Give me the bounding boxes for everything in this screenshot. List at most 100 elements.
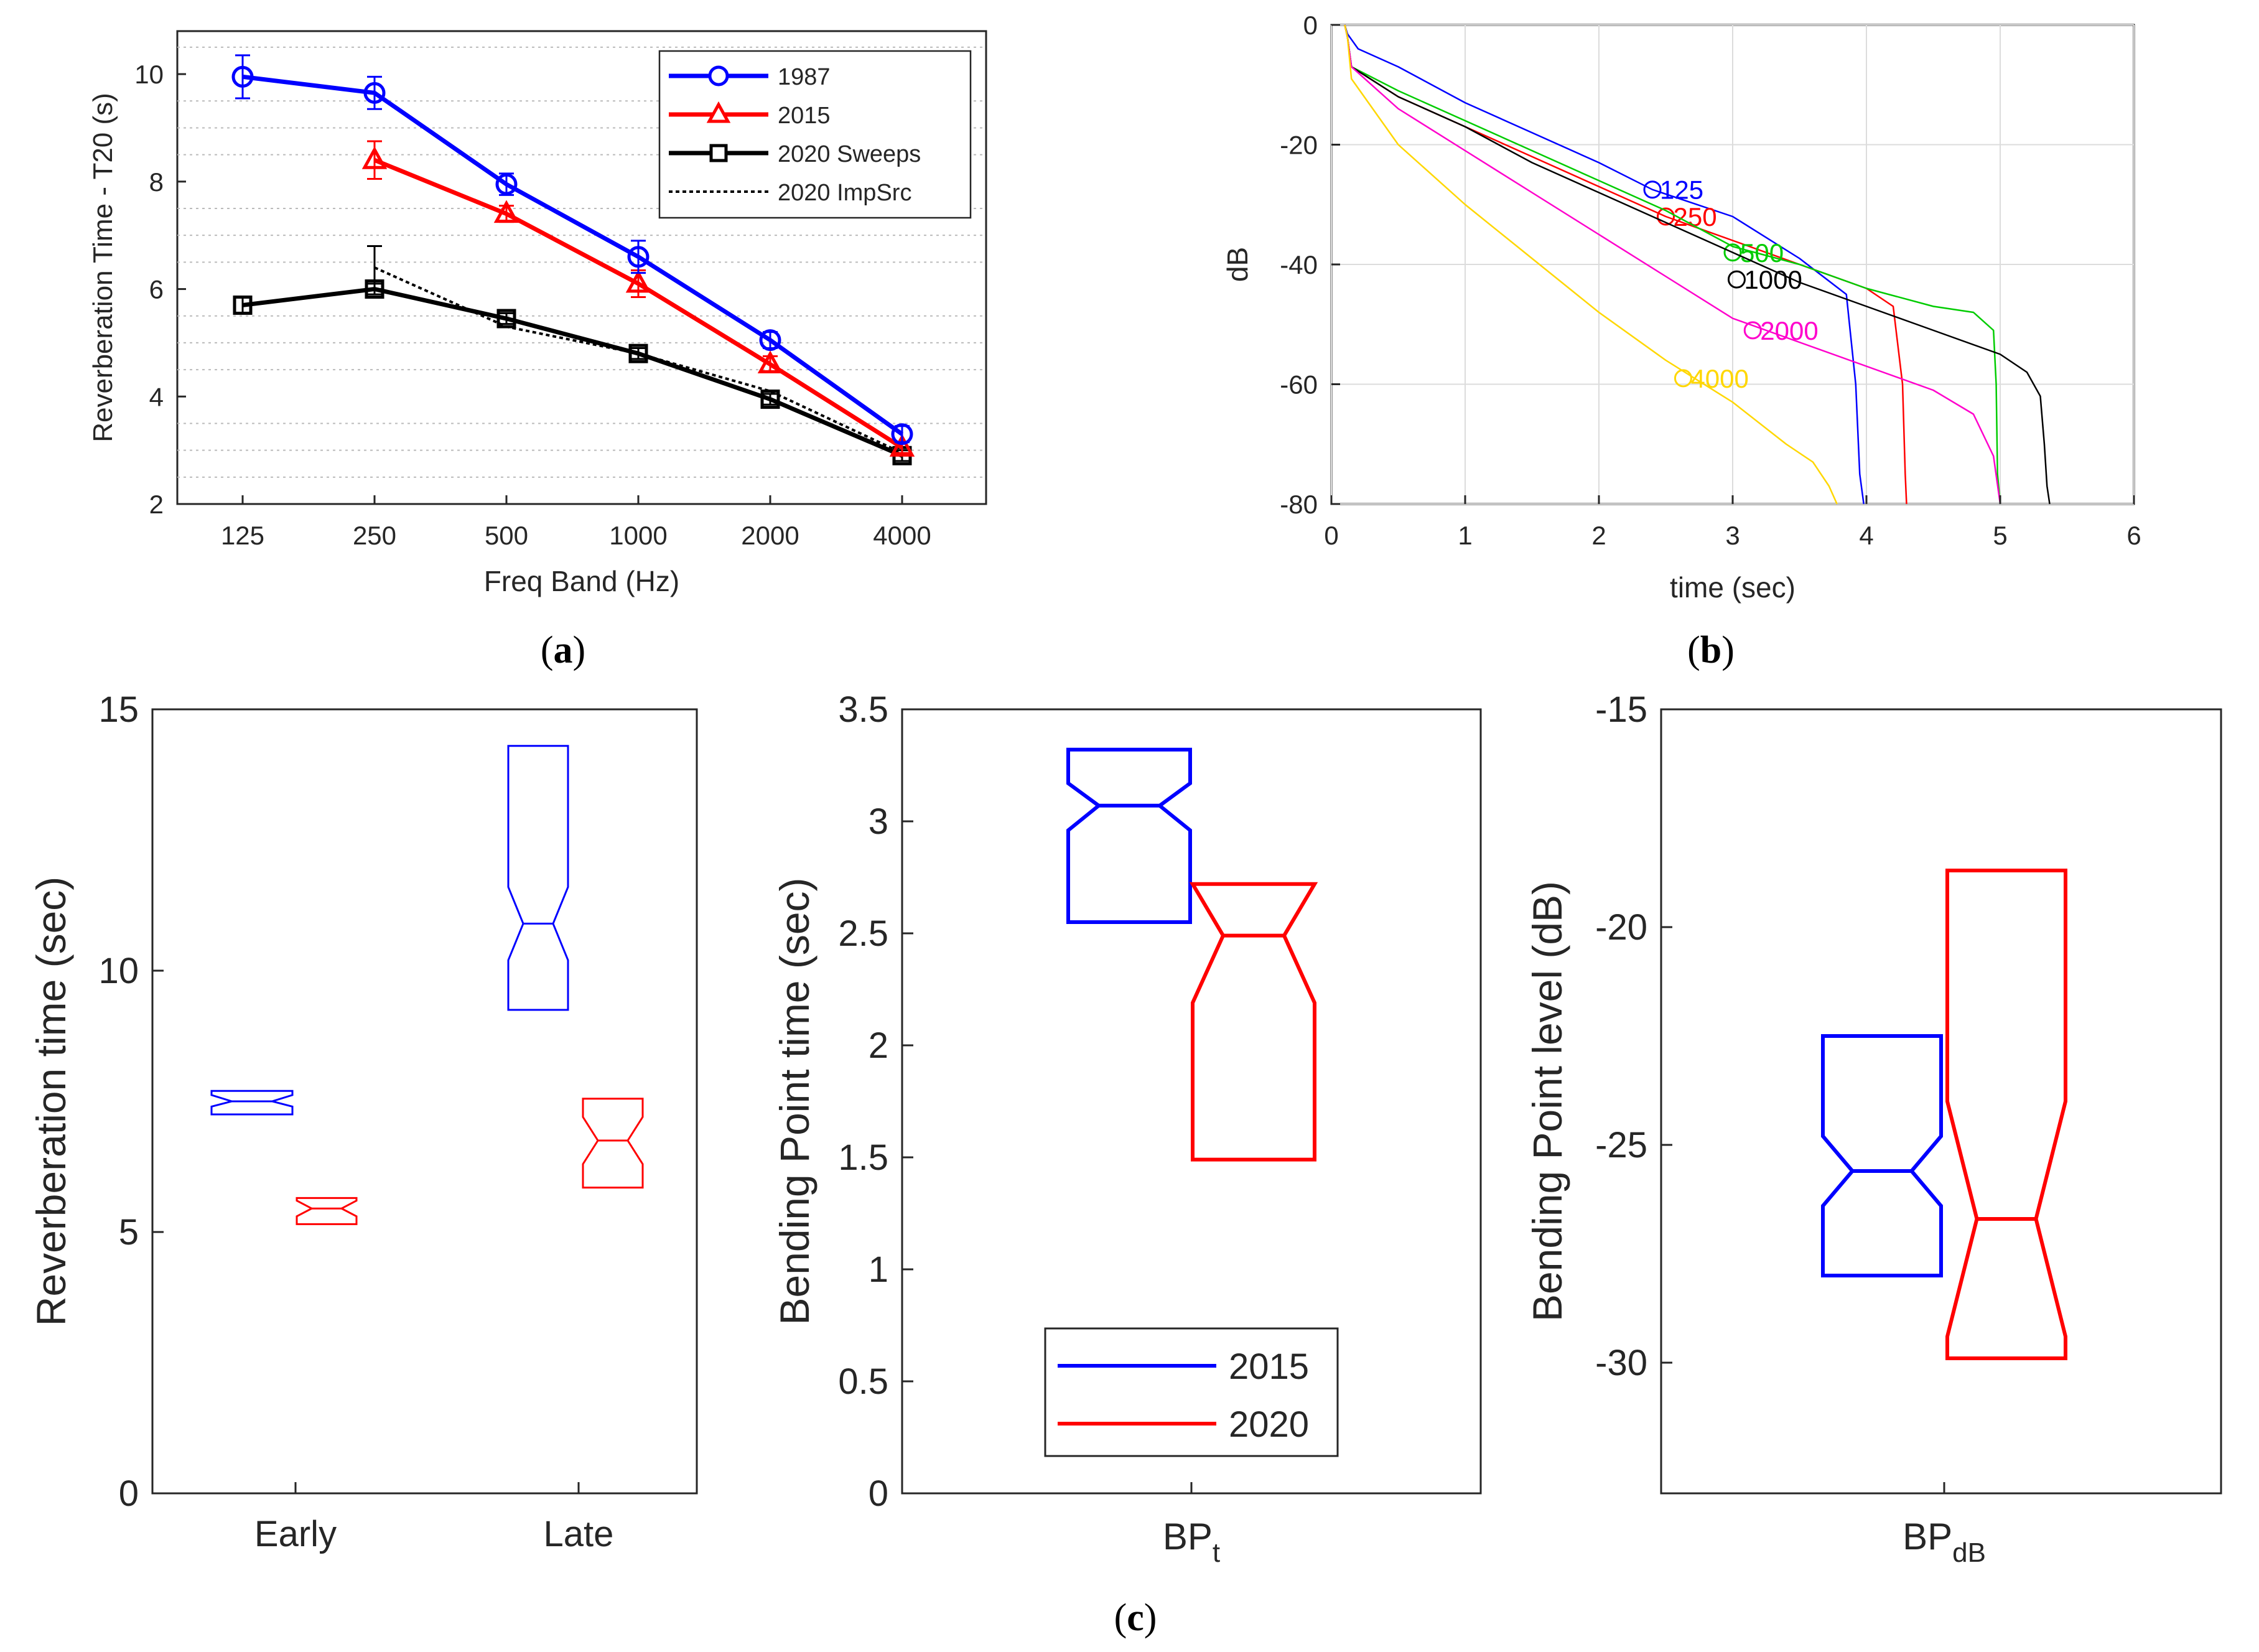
panel-c1-y-axis-label: Reverberation time (sec) — [28, 877, 74, 1327]
panel-c1-box-2020-late — [582, 1098, 644, 1189]
panel-a-x-tick-label: 250 — [353, 521, 396, 550]
panel-c3-ticks: -30 -25 -20 -15 — [1595, 689, 1945, 1493]
panel-a-marker-circle — [759, 329, 781, 352]
panel-a-x-tick-label: 4000 — [873, 521, 931, 550]
panel-a-y-tick-label: 8 — [149, 167, 164, 197]
panel-a-marker-circle — [231, 65, 254, 88]
panel-b-series-label: 2000 — [1760, 316, 1818, 345]
box-outline — [1821, 1034, 1943, 1277]
panel-a-x-tick-label: 125 — [221, 521, 264, 550]
panel-c1-box-2015-late — [507, 745, 569, 1011]
panel-a-marker-triangle — [493, 200, 519, 223]
panel-c2-y-axis-label: Bending Point time (sec) — [771, 877, 817, 1325]
panel-a-marker-triangle — [361, 146, 388, 169]
panel-b-marker — [1723, 243, 1742, 262]
panel-c2-boxes — [1066, 747, 1318, 1162]
panel-c3-boxes — [1821, 869, 2067, 1360]
box-outline — [1066, 747, 1192, 924]
panel-a-marker-circle — [627, 246, 650, 268]
panel-c3-box-2015 — [1821, 1034, 1943, 1277]
panel-c2-y-tick-label: 0.5 — [838, 1361, 888, 1402]
panel-b-decay-line — [1344, 24, 2051, 505]
panel-c2-y-tick-label: 2 — [869, 1025, 888, 1066]
panel-a-marker-circle — [891, 423, 913, 446]
panel-a-x-axis-label: Freq Band (Hz) — [484, 565, 679, 597]
panel-c2-x-label-subscript: t — [1213, 1538, 1220, 1568]
panel-b-x-tick-label: 2 — [1591, 521, 1606, 550]
panel-b-decay-line — [1344, 24, 2001, 505]
panel-a-marker-triangle — [625, 269, 651, 293]
panel-c3-box-2020 — [1945, 869, 2067, 1360]
panel-b-ticks: 0 1 2 3 4 5 6 0 -20 -40 -60 -80 — [1280, 11, 2141, 550]
panel-a-y-axis-label: Reverberation Time - T20 (s) — [88, 93, 118, 442]
panel-c2-box-2020 — [1189, 882, 1318, 1162]
panel-c2-y-tick-label: 0 — [869, 1473, 888, 1514]
panel-a-marker-circle — [363, 82, 386, 104]
panel-c2-x-axis-label: BPt — [1163, 1516, 1220, 1568]
panel-c2-y-tick-label: 3.5 — [838, 689, 888, 730]
panel-b-series-1000: 1000 — [1344, 24, 2051, 505]
panel-b-decay-line — [1344, 24, 2001, 505]
panel-c1-boxes — [210, 745, 644, 1225]
panel-c1-y-tick-label: 5 — [119, 1212, 139, 1253]
panel-a-legend-marker — [706, 101, 731, 123]
panel-a-line-chart: 2 4 6 8 10 125 250 500 1000 2000 4000 Freq Band (H… — [88, 30, 987, 597]
panel-a-marker-square — [760, 390, 780, 409]
panel-c1-y-tick-label: 0 — [119, 1473, 139, 1514]
panel-b-series-2000: 2000 — [1344, 24, 2001, 505]
panel-b-x-tick-label: 0 — [1324, 521, 1338, 550]
box-outline — [296, 1197, 358, 1225]
panel-c1-box-2015-early — [210, 1090, 294, 1116]
panel-c2-y-tick-label: 1.5 — [838, 1137, 888, 1178]
panel-c2-legend-label: 2015 — [1229, 1346, 1309, 1387]
panel-a-series — [231, 54, 915, 465]
caption-a-letter: a — [554, 629, 573, 671]
panel-c1-x-tick-label: Late — [544, 1514, 614, 1554]
panel-b-series-label: 500 — [1740, 238, 1784, 268]
panel-c1-box-chart: 0 5 10 15 Early Late Reverberation time (sec) — [28, 689, 698, 1554]
panel-b-y-tick-label: -80 — [1280, 490, 1318, 519]
panel-a-legend-marker — [708, 65, 729, 86]
caption-c-letter: c — [1127, 1597, 1144, 1639]
panel-a-ticks: 2 4 6 8 10 125 250 500 1000 2000 4000 — [134, 60, 931, 550]
caption-a: (a) — [541, 629, 585, 671]
panel-c3-y-tick-label: -20 — [1595, 907, 1647, 948]
panel-c2-box-chart: 0 0.5 1 1.5 2 2.5 3 3.5 Bending Point time (sec… — [771, 689, 1482, 1568]
panel-b-x-tick-label: 5 — [1993, 521, 2007, 550]
panel-c2-legend: 2015 2020 — [1044, 1327, 1339, 1457]
panel-a-marker-square — [233, 295, 253, 315]
panel-c1-ticks: 0 5 10 15 Early Late — [98, 689, 613, 1554]
panel-a-marker-triangle — [889, 434, 915, 457]
panel-b-marker — [1643, 180, 1662, 199]
panel-a-series-line — [242, 287, 903, 458]
panel-b-marker — [1657, 207, 1675, 226]
panel-b-x-axis-label: time (sec) — [1670, 571, 1796, 604]
panel-a-y-tick-label: 6 — [149, 275, 164, 304]
panel-b-x-tick-label: 1 — [1458, 521, 1472, 550]
panel-b-series-500: 500 — [1344, 24, 2001, 505]
panel-a-series-2015 — [361, 140, 915, 457]
panel-c3-y-tick-label: -15 — [1595, 689, 1647, 730]
panel-b-decay-line — [1344, 24, 1865, 505]
panel-b-y-tick-label: -20 — [1280, 131, 1318, 160]
panel-c1-x-tick-label: Early — [254, 1514, 337, 1554]
panel-b-series-label: 1000 — [1744, 265, 1802, 294]
panel-c2-y-tick-label: 2.5 — [838, 913, 888, 954]
caption-b: (b) — [1687, 629, 1735, 671]
panel-a-marker-square — [628, 343, 648, 363]
panel-a-series-line — [242, 74, 904, 436]
panel-c3-x-label-main: BP — [1903, 1516, 1952, 1557]
panel-c3-x-axis-label: BPdB — [1903, 1516, 1986, 1568]
panel-b-marker — [1674, 369, 1692, 388]
panel-c2-ticks: 0 0.5 1 1.5 2 2.5 3 3.5 — [838, 689, 1193, 1514]
panel-c2-box-2015 — [1066, 747, 1192, 924]
box-outline — [1945, 869, 2067, 1360]
panel-b-series-label: 125 — [1660, 175, 1703, 205]
panel-a-legend-label: 1987 — [778, 64, 831, 90]
panel-b-y-tick-label: -40 — [1280, 250, 1318, 279]
caption-b-letter: b — [1700, 629, 1721, 671]
panel-b-y-tick-label: -60 — [1280, 370, 1318, 399]
panel-c2-legend-label: 2020 — [1229, 1404, 1309, 1445]
panel-b-x-tick-label: 4 — [1859, 521, 1873, 550]
